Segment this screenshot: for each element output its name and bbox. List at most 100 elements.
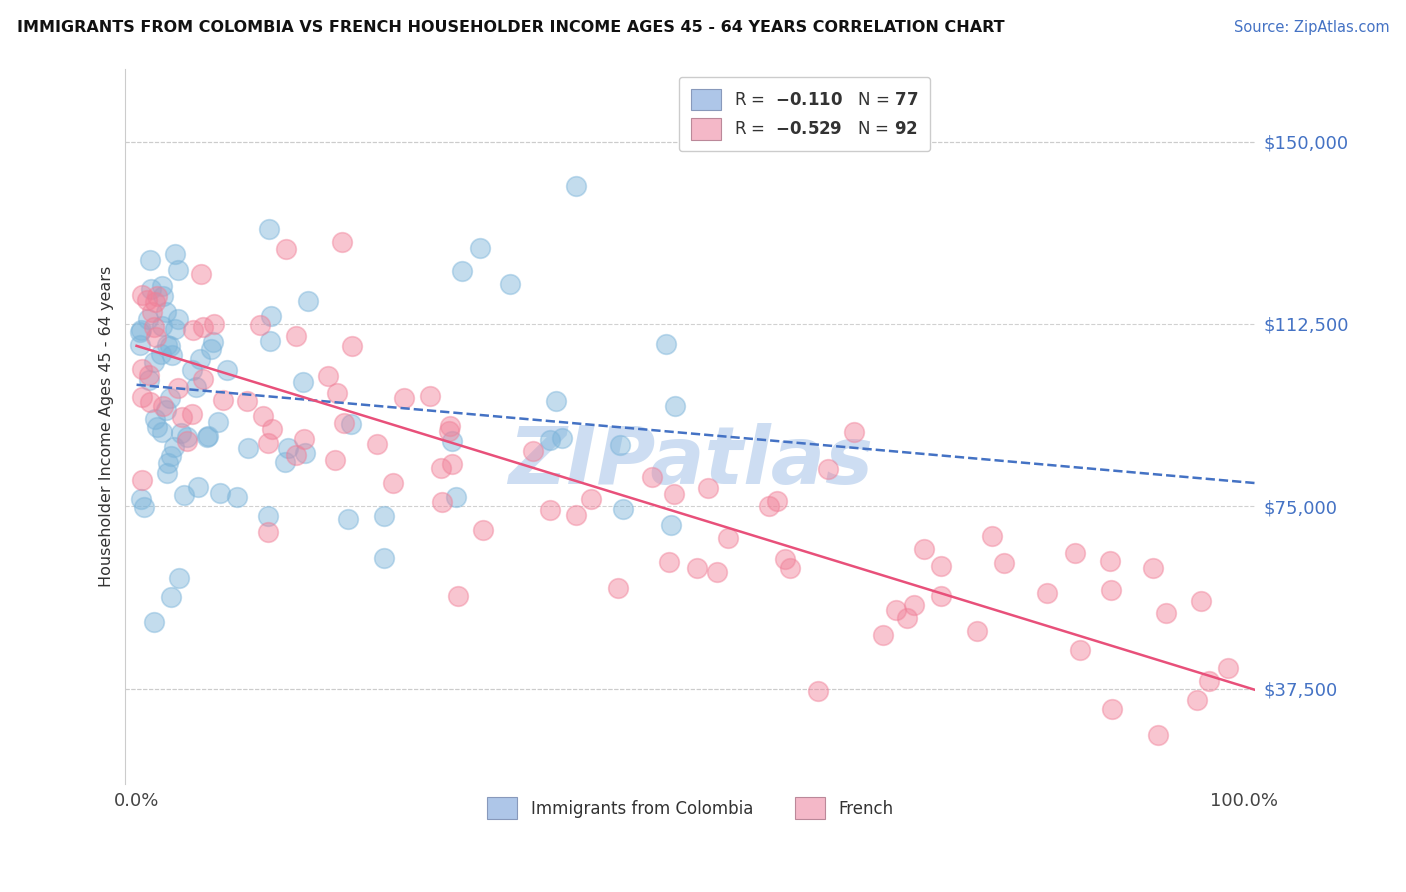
Point: [1069, 643, 1091, 657]
Point: [706, 565, 728, 579]
Point: [187, 480, 209, 494]
Point: [686, 561, 709, 575]
Point: [138, 373, 160, 387]
Point: [333, 416, 356, 430]
Point: [181, 363, 204, 377]
Point: [366, 437, 388, 451]
Point: [717, 531, 740, 545]
Point: [844, 425, 866, 439]
Point: [142, 615, 165, 630]
Point: [451, 263, 474, 277]
Point: [169, 571, 191, 585]
Point: [150, 279, 173, 293]
Point: [191, 320, 214, 334]
Point: [817, 462, 839, 476]
Point: [259, 334, 281, 349]
Point: [1154, 606, 1177, 620]
Point: [149, 346, 172, 360]
Point: [472, 523, 495, 537]
Point: [162, 348, 184, 362]
Point: [139, 253, 162, 268]
Point: [156, 337, 179, 351]
Point: [439, 418, 461, 433]
Point: [202, 318, 225, 332]
Point: [195, 430, 218, 444]
Point: [903, 598, 925, 612]
Point: [236, 442, 259, 456]
Text: IMMIGRANTS FROM COLOMBIA VS FRENCH HOUSEHOLDER INCOME AGES 45 - 64 YEARS CORRELA: IMMIGRANTS FROM COLOMBIA VS FRENCH HOUSE…: [17, 20, 1004, 35]
Point: [152, 289, 174, 303]
Point: [176, 430, 198, 444]
Point: [211, 392, 233, 407]
Point: [612, 502, 634, 516]
Point: [138, 368, 160, 382]
Point: [142, 320, 165, 334]
Point: [143, 355, 166, 369]
Point: [1098, 554, 1121, 568]
Point: [155, 403, 177, 417]
Point: [655, 337, 678, 351]
Point: [131, 390, 153, 404]
Point: [499, 277, 522, 291]
Point: [165, 322, 187, 336]
Point: [150, 319, 173, 334]
Point: [325, 453, 347, 467]
Point: [197, 429, 219, 443]
Point: [340, 338, 363, 352]
Point: [1036, 586, 1059, 600]
Point: [139, 282, 162, 296]
Point: [336, 512, 359, 526]
Point: [141, 305, 163, 319]
Point: [929, 589, 952, 603]
Point: [136, 312, 159, 326]
Point: [190, 267, 212, 281]
Point: [447, 589, 470, 603]
Point: [146, 420, 169, 434]
Point: [766, 494, 789, 508]
Point: [215, 363, 238, 377]
Point: [912, 541, 935, 556]
Point: [129, 323, 152, 337]
Point: [146, 289, 169, 303]
Point: [256, 508, 278, 523]
Point: [166, 311, 188, 326]
Point: [259, 221, 281, 235]
Point: [872, 628, 894, 642]
Point: [1064, 546, 1087, 560]
Point: [609, 438, 631, 452]
Point: [579, 491, 602, 506]
Point: [662, 487, 685, 501]
Point: [138, 395, 160, 409]
Point: [641, 470, 664, 484]
Point: [884, 602, 907, 616]
Point: [373, 509, 395, 524]
Point: [392, 391, 415, 405]
Point: [446, 490, 468, 504]
Point: [1189, 594, 1212, 608]
Point: [1216, 661, 1239, 675]
Point: [565, 508, 588, 523]
Point: [145, 330, 167, 344]
Point: [136, 293, 159, 307]
Point: [129, 491, 152, 506]
Point: [159, 449, 181, 463]
Point: [440, 457, 463, 471]
Point: [284, 328, 307, 343]
Point: [260, 309, 283, 323]
Point: [226, 490, 249, 504]
Point: [188, 352, 211, 367]
Y-axis label: Householder Income Ages 45 - 64 years: Householder Income Ages 45 - 64 years: [100, 266, 114, 587]
Point: [150, 425, 173, 440]
Point: [152, 399, 174, 413]
Point: [252, 409, 274, 423]
Point: [166, 262, 188, 277]
Point: [291, 375, 314, 389]
Point: [176, 434, 198, 448]
Point: [659, 517, 682, 532]
Point: [157, 456, 180, 470]
Point: [779, 561, 801, 575]
Point: [381, 475, 404, 490]
Point: [773, 551, 796, 566]
Point: [538, 433, 561, 447]
Text: Source: ZipAtlas.com: Source: ZipAtlas.com: [1233, 20, 1389, 35]
